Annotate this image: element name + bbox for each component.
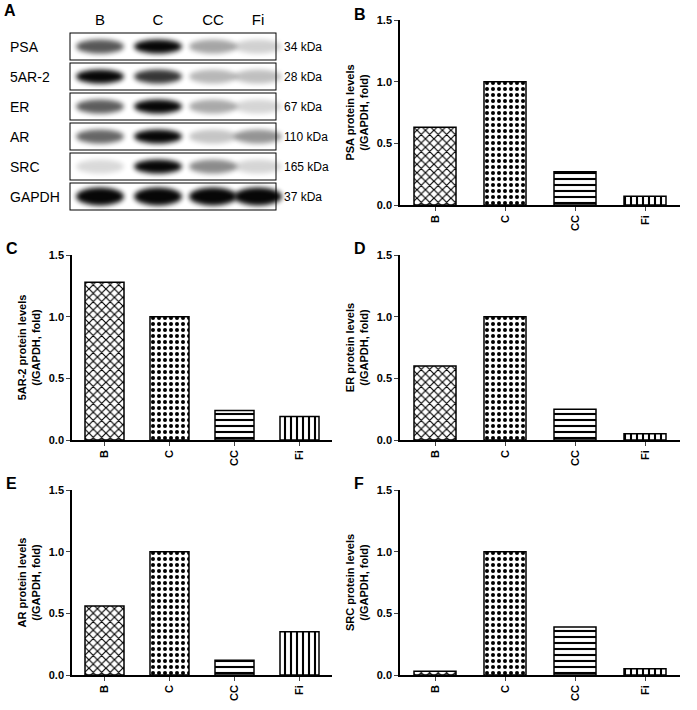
svg-text:34 kDa: 34 kDa bbox=[284, 40, 322, 54]
svg-text:Fi: Fi bbox=[639, 215, 651, 225]
svg-text:CC: CC bbox=[569, 685, 581, 701]
svg-text:0.5: 0.5 bbox=[377, 607, 392, 619]
svg-text:165 kDa: 165 kDa bbox=[284, 160, 329, 174]
svg-text:0.5: 0.5 bbox=[377, 372, 392, 384]
svg-text:SRC protein levels(/GAPDH, fol: SRC protein levels(/GAPDH, fold) bbox=[344, 534, 370, 631]
svg-text:C: C bbox=[163, 685, 175, 693]
svg-text:PSA: PSA bbox=[10, 39, 39, 55]
svg-text:1.5: 1.5 bbox=[49, 484, 64, 496]
svg-text:AR: AR bbox=[10, 129, 29, 145]
svg-text:28 kDa: 28 kDa bbox=[284, 70, 322, 84]
svg-text:B: B bbox=[95, 11, 105, 28]
svg-text:0.0: 0.0 bbox=[377, 434, 392, 446]
svg-text:CC: CC bbox=[569, 450, 581, 466]
svg-text:ER protein levels(/GAPDH, fold: ER protein levels(/GAPDH, fold) bbox=[344, 303, 370, 392]
svg-text:B: B bbox=[429, 685, 441, 693]
svg-text:C: C bbox=[6, 240, 18, 257]
svg-text:CC: CC bbox=[228, 685, 240, 701]
svg-text:110 kDa: 110 kDa bbox=[284, 130, 328, 144]
svg-text:0.0: 0.0 bbox=[49, 669, 64, 681]
svg-text:1.0: 1.0 bbox=[377, 311, 392, 323]
svg-text:5AR-2 protein levels(/GAPDH, f: 5AR-2 protein levels(/GAPDH, fold) bbox=[16, 295, 42, 401]
svg-text:1.0: 1.0 bbox=[49, 546, 64, 558]
svg-text:Fi: Fi bbox=[639, 450, 651, 460]
svg-text:Fi: Fi bbox=[293, 685, 305, 695]
svg-text:1.5: 1.5 bbox=[377, 484, 392, 496]
svg-text:Fi: Fi bbox=[639, 685, 651, 695]
svg-text:B: B bbox=[98, 685, 110, 693]
svg-text:C: C bbox=[499, 215, 511, 223]
svg-text:1.5: 1.5 bbox=[377, 14, 392, 26]
svg-text:0.5: 0.5 bbox=[49, 607, 64, 619]
svg-text:B: B bbox=[429, 450, 441, 458]
svg-text:CC: CC bbox=[202, 11, 224, 28]
svg-text:ER: ER bbox=[10, 99, 29, 115]
svg-text:C: C bbox=[499, 450, 511, 458]
svg-text:CC: CC bbox=[569, 215, 581, 231]
svg-text:1.0: 1.0 bbox=[49, 311, 64, 323]
svg-text:C: C bbox=[499, 685, 511, 693]
svg-text:D: D bbox=[354, 240, 366, 257]
svg-text:AR protein levels(/GAPDH, fold: AR protein levels(/GAPDH, fold) bbox=[16, 538, 42, 628]
svg-text:0.5: 0.5 bbox=[377, 137, 392, 149]
svg-text:B: B bbox=[429, 215, 441, 223]
svg-text:0.0: 0.0 bbox=[377, 669, 392, 681]
svg-text:A: A bbox=[4, 2, 16, 19]
svg-text:C: C bbox=[153, 11, 164, 28]
svg-text:1.0: 1.0 bbox=[377, 76, 392, 88]
svg-text:F: F bbox=[354, 475, 364, 492]
svg-text:B: B bbox=[98, 450, 110, 458]
svg-text:SRC: SRC bbox=[10, 159, 40, 175]
svg-text:1.0: 1.0 bbox=[377, 546, 392, 558]
svg-text:PSA protein levels(/GAPDH, fol: PSA protein levels(/GAPDH, fold) bbox=[344, 64, 370, 160]
svg-text:GAPDH: GAPDH bbox=[10, 189, 60, 205]
svg-text:1.5: 1.5 bbox=[49, 249, 64, 261]
svg-text:37 kDa: 37 kDa bbox=[284, 190, 322, 204]
svg-text:Fi: Fi bbox=[293, 450, 305, 460]
svg-text:5AR-2: 5AR-2 bbox=[10, 69, 50, 85]
svg-text:0.5: 0.5 bbox=[49, 372, 64, 384]
svg-text:CC: CC bbox=[228, 450, 240, 466]
svg-text:C: C bbox=[163, 450, 175, 458]
svg-text:1.5: 1.5 bbox=[377, 249, 392, 261]
svg-text:67 kDa: 67 kDa bbox=[284, 100, 322, 114]
svg-text:0.0: 0.0 bbox=[49, 434, 64, 446]
svg-text:Fi: Fi bbox=[252, 11, 265, 28]
svg-text:E: E bbox=[6, 475, 17, 492]
svg-text:B: B bbox=[354, 6, 366, 23]
svg-text:0.0: 0.0 bbox=[377, 199, 392, 211]
